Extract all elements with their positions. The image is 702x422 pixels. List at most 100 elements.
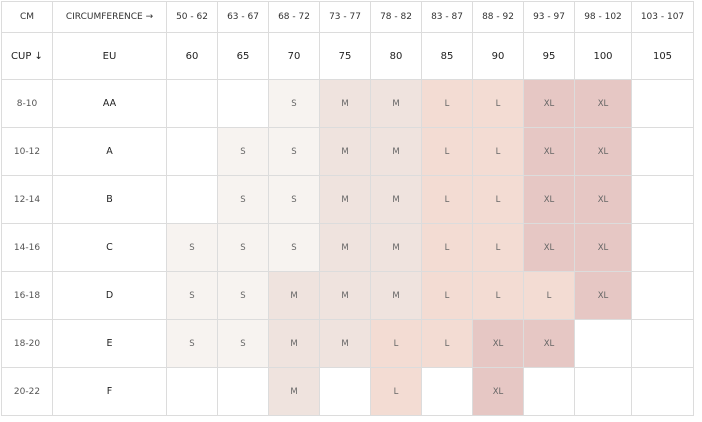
size-row: 8-10 AA S M M L L XL XL <box>1 79 694 128</box>
cup-cm-label: 16-18 <box>1 271 53 320</box>
header-row-circumference: CM CIRCUMFERENCE → 50 - 62 63 - 67 68 - … <box>1 1 694 33</box>
range-header: 50 - 62 <box>166 1 218 33</box>
eu-size: 100 <box>574 32 632 80</box>
size-cell: XL <box>574 79 632 128</box>
size-cell: M <box>268 367 320 416</box>
range-header: 68 - 72 <box>268 1 320 33</box>
header-row-eu: CUP ↓ EU 60 65 70 75 80 85 90 95 100 105 <box>1 32 694 80</box>
cup-cm-label: 18-20 <box>1 319 53 368</box>
size-row: 12-14 B S S M M L L XL XL <box>1 175 694 224</box>
size-cell: S <box>268 223 320 272</box>
size-cell: XL <box>574 271 632 320</box>
size-cell: S <box>268 127 320 176</box>
eu-size: 90 <box>472 32 524 80</box>
size-cell <box>523 367 575 416</box>
cm-header: CM <box>1 1 53 33</box>
eu-header: EU <box>52 32 167 80</box>
size-cell <box>166 175 218 224</box>
size-cell: L <box>421 223 473 272</box>
eu-size: 105 <box>631 32 694 80</box>
size-cell: S <box>217 271 269 320</box>
size-cell <box>217 367 269 416</box>
cup-cm-label: 12-14 <box>1 175 53 224</box>
cup-letter: B <box>52 175 167 224</box>
eu-size: 60 <box>166 32 218 80</box>
range-header: 88 - 92 <box>472 1 524 33</box>
size-cell <box>631 319 694 368</box>
size-cell: M <box>370 79 422 128</box>
eu-size: 70 <box>268 32 320 80</box>
size-cell: L <box>421 319 473 368</box>
cup-cm-label: 8-10 <box>1 79 53 128</box>
size-cell: XL <box>574 223 632 272</box>
size-cell: M <box>319 319 371 368</box>
size-cell: XL <box>523 127 575 176</box>
size-cell: L <box>421 127 473 176</box>
size-cell: L <box>472 79 524 128</box>
cup-letter: A <box>52 127 167 176</box>
size-cell: XL <box>523 319 575 368</box>
size-row: 18-20 E S S M M L L XL XL <box>1 319 694 368</box>
range-header: 98 - 102 <box>574 1 632 33</box>
size-cell <box>166 79 218 128</box>
size-cell: M <box>370 223 422 272</box>
size-cell: M <box>319 271 371 320</box>
size-chart-table: CM CIRCUMFERENCE → 50 - 62 63 - 67 68 - … <box>1 1 694 416</box>
size-cell: S <box>217 223 269 272</box>
size-cell: M <box>370 271 422 320</box>
size-row: 14-16 C S S S M M L L XL XL <box>1 223 694 272</box>
size-cell: M <box>319 223 371 272</box>
cup-cm-label: 14-16 <box>1 223 53 272</box>
cup-cm-label: 20-22 <box>1 367 53 416</box>
size-cell: M <box>370 175 422 224</box>
size-cell <box>574 319 632 368</box>
size-cell: L <box>370 367 422 416</box>
size-cell: S <box>268 175 320 224</box>
size-row: 16-18 D S S M M M L L L XL <box>1 271 694 320</box>
size-cell: L <box>472 271 524 320</box>
eu-size: 80 <box>370 32 422 80</box>
size-cell: L <box>370 319 422 368</box>
size-cell: L <box>472 223 524 272</box>
size-cell: S <box>268 79 320 128</box>
eu-size: 85 <box>421 32 473 80</box>
size-cell: S <box>217 127 269 176</box>
size-cell: XL <box>472 319 524 368</box>
eu-size: 75 <box>319 32 371 80</box>
size-cell: L <box>472 175 524 224</box>
size-cell <box>631 175 694 224</box>
size-cell: S <box>166 271 218 320</box>
size-cell: XL <box>523 223 575 272</box>
size-row: 10-12 A S S M M L L XL XL <box>1 127 694 176</box>
eu-size: 95 <box>523 32 575 80</box>
size-cell <box>631 127 694 176</box>
size-cell: XL <box>523 175 575 224</box>
size-cell: L <box>472 127 524 176</box>
size-cell: S <box>166 319 218 368</box>
eu-size: 65 <box>217 32 269 80</box>
size-cell <box>166 127 218 176</box>
size-cell: M <box>319 79 371 128</box>
range-header: 73 - 77 <box>319 1 371 33</box>
size-cell: M <box>319 175 371 224</box>
size-cell <box>631 271 694 320</box>
size-cell: XL <box>574 175 632 224</box>
cup-letter: AA <box>52 79 167 128</box>
size-cell <box>421 367 473 416</box>
size-cell: L <box>421 79 473 128</box>
range-header: 78 - 82 <box>370 1 422 33</box>
cup-header: CUP ↓ <box>1 32 53 80</box>
size-cell <box>319 367 371 416</box>
size-cell: L <box>421 271 473 320</box>
cup-letter: D <box>52 271 167 320</box>
cup-letter: E <box>52 319 167 368</box>
size-cell: L <box>523 271 575 320</box>
size-cell <box>574 367 632 416</box>
cup-cm-label: 10-12 <box>1 127 53 176</box>
size-cell <box>631 223 694 272</box>
circumference-header: CIRCUMFERENCE → <box>52 1 167 33</box>
size-cell: M <box>268 319 320 368</box>
size-cell: M <box>268 271 320 320</box>
size-cell: XL <box>523 79 575 128</box>
size-cell: S <box>217 319 269 368</box>
